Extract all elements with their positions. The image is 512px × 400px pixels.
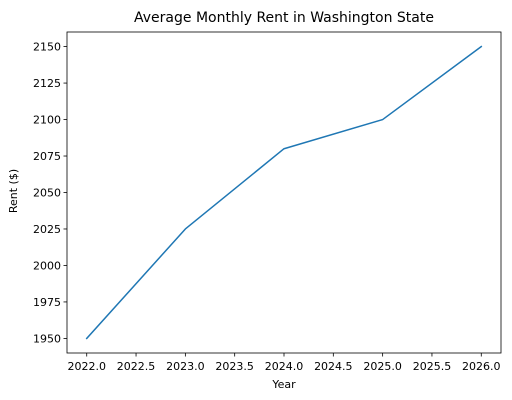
x-tick-label: 2023.0: [166, 360, 205, 373]
y-tick-label: 1975: [33, 296, 61, 309]
x-axis-label: Year: [271, 378, 296, 391]
plot-area: 2022.0 2022.5 2023.0 2023.5 2024.0 2024.5 2025…: [33, 31, 502, 373]
y-tick-label: 2100: [33, 114, 61, 127]
x-tick-label: 2026.0: [462, 360, 501, 373]
x-tick-label: 2024.5: [314, 360, 353, 373]
y-tick-label: 2125: [33, 77, 61, 90]
y-tick-label: 1950: [33, 332, 61, 345]
x-tick-label: 2022.5: [117, 360, 156, 373]
series-line-0: [85, 45, 483, 340]
y-tick-label: 2025: [33, 223, 61, 236]
y-tick-label: 2050: [33, 187, 61, 200]
x-tick-label: 2023.5: [215, 360, 254, 373]
x-tick-label: 2025.5: [413, 360, 452, 373]
x-tick-label: 2025.0: [363, 360, 402, 373]
y-tick-label: 2000: [33, 259, 61, 272]
x-tick-label: 2022.0: [67, 360, 106, 373]
y-tick-label: 2075: [33, 150, 61, 163]
chart-title: Average Monthly Rent in Washington State: [134, 10, 434, 26]
x-tick-label: 2024.0: [265, 360, 304, 373]
y-axis-label: Rent ($): [7, 169, 20, 213]
y-tick-label: 2150: [33, 41, 61, 54]
